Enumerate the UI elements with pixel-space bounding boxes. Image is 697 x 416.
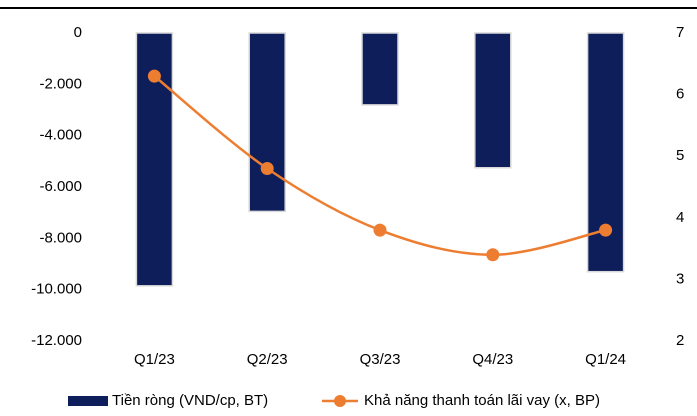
y-tick-label: -6.000: [39, 178, 82, 195]
x-tick-label: Q1/24: [585, 351, 626, 368]
bar: [361, 32, 399, 106]
line-marker: [147, 69, 161, 83]
legend-swatch: [68, 396, 108, 406]
legend-label: Khả năng thanh toán lãi vay (x, BP): [364, 392, 600, 409]
y2-tick-label: 7: [676, 24, 684, 41]
y2-tick-label: 4: [676, 209, 684, 226]
x-tick-label: Q4/23: [472, 351, 513, 368]
line-marker: [486, 248, 500, 262]
y2-tick-label: 5: [676, 147, 684, 164]
y-tick-label: -10.000: [31, 281, 82, 298]
y-tick-label: -8.000: [39, 229, 82, 246]
line-marker: [260, 162, 274, 176]
y2-tick-label: 3: [676, 270, 684, 287]
y-tick-label: -12.000: [31, 332, 82, 349]
legend-swatch: [334, 395, 346, 407]
y2-tick-label: 6: [676, 86, 684, 103]
line-marker: [599, 223, 613, 237]
y2-tick-label: 2: [676, 332, 684, 349]
y-tick-label: 0: [74, 24, 82, 41]
x-tick-label: Q2/23: [247, 351, 288, 368]
legend-label: Tiền ròng (VND/cp, BT): [112, 392, 268, 409]
bar: [474, 32, 512, 169]
x-tick-label: Q1/23: [134, 351, 175, 368]
x-tick-label: Q3/23: [360, 351, 401, 368]
y-tick-label: -4.000: [39, 127, 82, 144]
y-tick-label: -2.000: [39, 75, 82, 92]
bar: [248, 32, 286, 213]
line-marker: [373, 223, 387, 237]
